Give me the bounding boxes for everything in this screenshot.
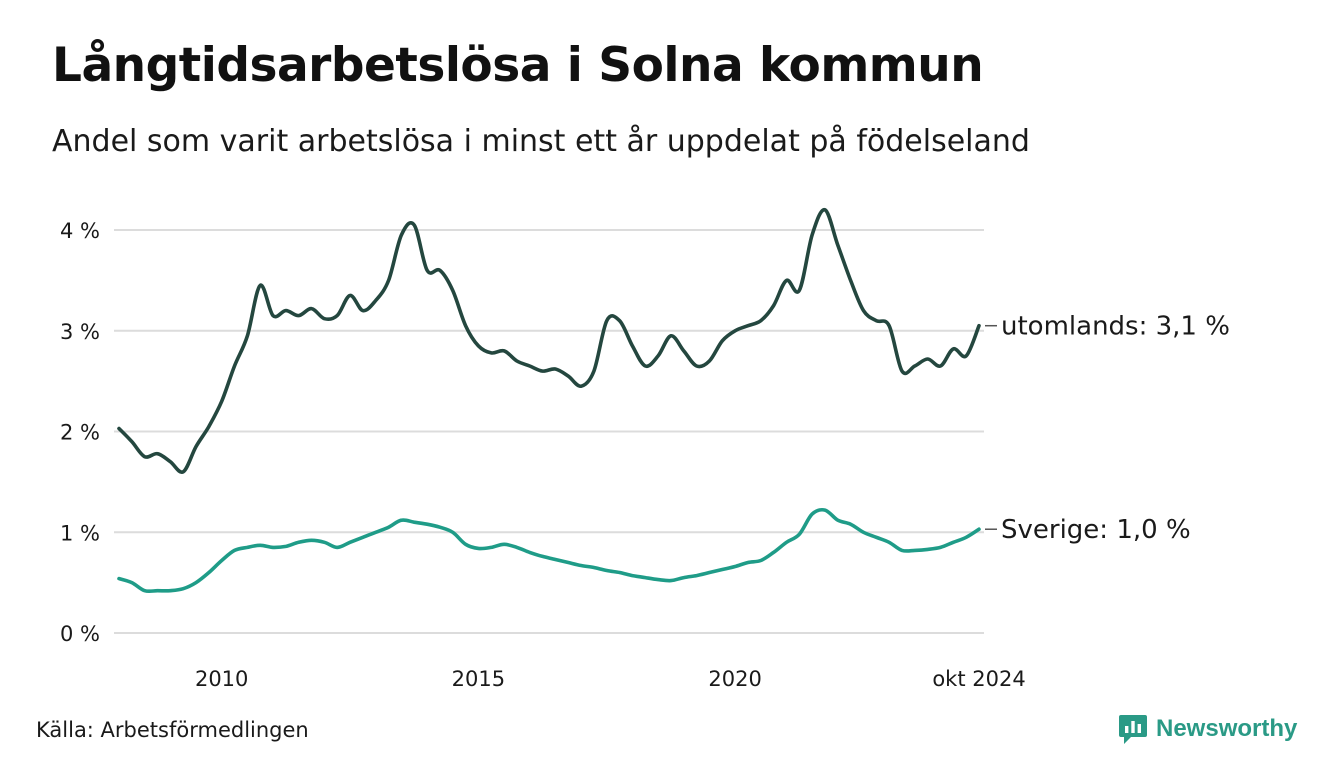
series-end-label-sverige: Sverige: 1,0 % [1001, 515, 1191, 545]
source-note: Källa: Arbetsförmedlingen [36, 718, 309, 742]
brand-name: Newsworthy [1156, 715, 1298, 742]
series-line-utomlands [117, 207, 981, 474]
y-tick-label-2: 2 % [60, 421, 100, 445]
y-tick-label-3: 3 % [60, 320, 100, 344]
page-subtitle: Andel som varit arbetslösa i minst ett å… [52, 124, 1030, 159]
grid-layer [114, 229, 984, 634]
y-axis: 0 % 1 % 2 % 3 % 4 % [60, 219, 100, 646]
y-tick-label-0: 0 % [60, 622, 100, 646]
newsworthy-logo-icon [1119, 715, 1147, 744]
series-layer [117, 207, 981, 594]
series-end-label-utomlands: utomlands: 3,1 % [1001, 312, 1230, 342]
brand-logo[interactable]: Newsworthy [1118, 713, 1297, 745]
x-tick-label-0: 2010 [195, 667, 248, 691]
series-labels: utomlands: 3,1 % Sverige: 1,0 % [985, 312, 1230, 545]
x-tick-label-1: 2015 [452, 667, 505, 691]
page-title: Långtidsarbetslösa i Solna kommun [52, 38, 984, 93]
y-tick-label-1: 1 % [60, 521, 100, 545]
x-tick-label-3: okt 2024 [932, 667, 1025, 691]
series-line-sverige [117, 507, 981, 594]
y-tick-label-4: 4 % [60, 219, 100, 243]
x-tick-label-2: 2020 [708, 667, 761, 691]
x-axis: 2010 2015 2020 okt 2024 [195, 667, 1026, 691]
